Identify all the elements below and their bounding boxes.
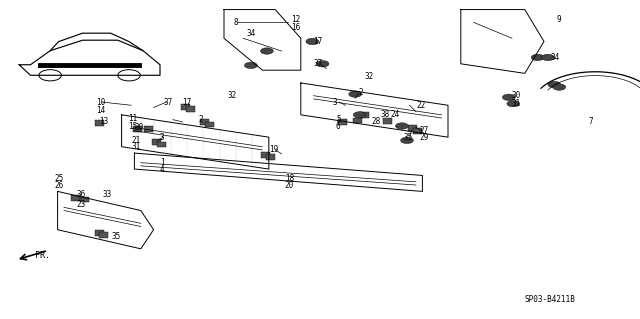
Text: 37: 37 [163,98,172,107]
Text: 15: 15 [128,122,137,130]
Circle shape [316,61,329,67]
Text: 23: 23 [77,200,86,209]
Text: 21: 21 [131,136,140,145]
Bar [353,118,362,123]
Circle shape [531,54,544,61]
Text: 16: 16 [291,23,300,32]
Text: 30: 30 [134,123,143,132]
Bar [71,195,80,201]
Text: 2: 2 [198,115,203,124]
Text: 11: 11 [128,114,137,122]
Text: 38: 38 [381,110,390,119]
Text: 18: 18 [285,174,294,183]
Text: 24: 24 [390,110,399,119]
Text: 29: 29 [419,133,428,142]
Text: 22: 22 [416,101,425,110]
Bar [266,154,275,160]
Bar [152,139,161,145]
Text: 31: 31 [131,142,140,151]
Bar [205,122,214,127]
Circle shape [401,137,413,144]
Text: 19: 19 [269,145,278,154]
Circle shape [353,112,366,118]
Text: 27: 27 [419,126,428,135]
Text: 8: 8 [234,18,238,27]
Text: 3: 3 [160,133,164,142]
Bar [186,106,195,112]
Circle shape [396,123,408,129]
Text: 28: 28 [371,117,380,126]
Text: 17: 17 [314,37,323,46]
Circle shape [502,94,515,100]
Text: 13: 13 [99,117,108,126]
Text: 14: 14 [96,106,105,115]
Text: 35: 35 [112,232,121,241]
Bar [360,112,369,118]
Text: 30: 30 [512,91,521,100]
Text: 9: 9 [557,15,561,24]
Circle shape [306,38,319,45]
Text: 36: 36 [77,190,86,199]
Bar [80,197,89,202]
Text: 35: 35 [403,133,412,142]
Circle shape [548,81,561,88]
Bar [95,230,104,236]
Circle shape [244,62,257,69]
Text: 6: 6 [336,122,340,130]
Bar [181,104,190,110]
Bar [408,125,417,131]
Text: 37: 37 [314,59,323,68]
Text: 32: 32 [227,91,236,100]
Text: 4: 4 [160,165,164,174]
Text: 12: 12 [291,15,300,24]
Text: SP03-B4211B: SP03-B4211B [525,295,575,304]
Bar [200,119,209,125]
Bar [383,118,392,124]
Text: FR.: FR. [35,251,50,260]
Bar [95,120,104,126]
Text: 33: 33 [102,190,111,199]
Text: 25: 25 [54,174,63,183]
Circle shape [553,84,566,90]
Text: 31: 31 [512,99,521,108]
Text: 34: 34 [550,53,559,62]
Text: 17: 17 [182,98,191,107]
Text: 7: 7 [589,117,593,126]
Text: 5: 5 [336,115,340,124]
Text: 1: 1 [160,158,164,167]
Text: 20: 20 [285,181,294,190]
Bar [338,119,347,125]
Circle shape [349,91,362,97]
Text: 32: 32 [365,72,374,81]
Circle shape [260,48,273,54]
Text: 10: 10 [96,98,105,107]
Bar [133,126,142,132]
Text: 3: 3 [333,98,337,107]
Circle shape [507,100,520,107]
Bar [99,232,108,238]
Text: 34: 34 [246,29,255,38]
Text: 26: 26 [54,181,63,190]
Bar [144,126,153,132]
Bar [261,152,270,158]
Circle shape [541,54,554,61]
Bar [413,128,422,134]
Text: 2: 2 [358,88,363,97]
Bar [157,142,166,147]
